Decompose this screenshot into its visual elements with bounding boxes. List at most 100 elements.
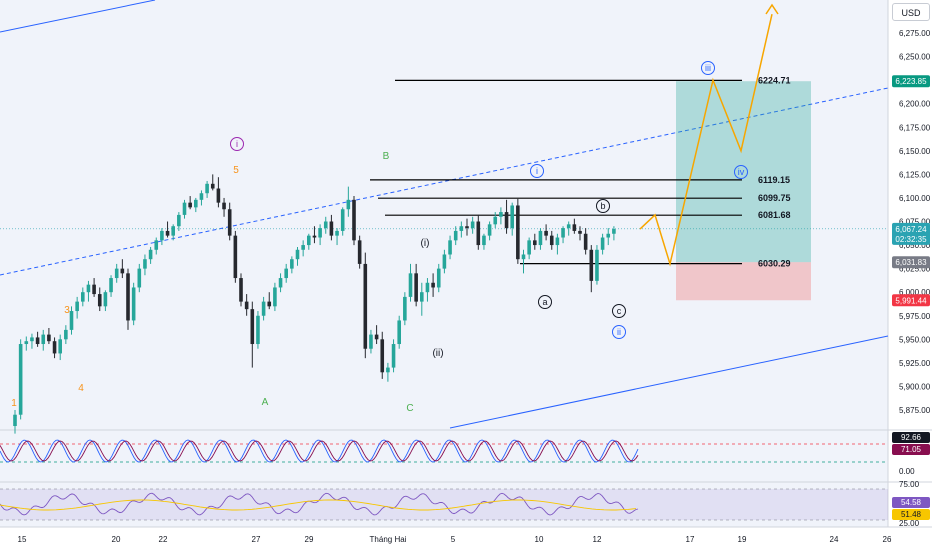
candle-body — [589, 249, 594, 281]
candle-body — [52, 341, 57, 354]
level-label: 6119.15 — [758, 175, 790, 185]
price-tick-label: 6,150.00 — [899, 147, 931, 156]
candle-body — [329, 221, 334, 236]
candle-body — [114, 268, 119, 279]
candle-body — [516, 205, 520, 260]
candle-body — [493, 216, 498, 225]
candle-body — [369, 334, 373, 349]
wave-label: a — [542, 297, 547, 307]
candle-body — [250, 309, 255, 345]
candle-body — [18, 344, 23, 415]
wave-label: 4 — [78, 383, 84, 394]
price-tag-label: 5,991.44 — [895, 296, 927, 305]
candle-body — [510, 205, 514, 229]
wave-label: (i) — [421, 238, 430, 249]
candle-body — [64, 329, 68, 340]
wave-label: c — [617, 306, 622, 316]
candle-body — [566, 224, 571, 229]
candle-body — [448, 240, 452, 255]
candle-body — [606, 233, 611, 238]
trend-line-lower — [449, 335, 889, 429]
candle-body — [165, 230, 170, 236]
wave-label: A — [262, 397, 269, 408]
candle-body — [583, 233, 588, 250]
stoch-value-tag — [892, 432, 930, 443]
time-tick-label: 20 — [112, 535, 121, 544]
candle-body — [323, 221, 328, 229]
stoch-d-line — [0, 440, 639, 462]
candle-body — [386, 367, 390, 373]
candle-body — [69, 311, 74, 330]
candle-body — [476, 221, 481, 246]
candle-body — [561, 228, 565, 238]
price-tick-label: 6,050.00 — [899, 241, 931, 250]
candle-body — [374, 334, 379, 340]
time-tick-label: 26 — [883, 535, 892, 544]
candle-body — [148, 249, 153, 260]
candle-body — [41, 334, 46, 345]
price-tag — [892, 222, 930, 245]
candle-body — [143, 259, 147, 269]
candle-body — [244, 301, 249, 310]
candle-body — [595, 249, 599, 281]
level-label: 6030.29 — [758, 259, 791, 269]
wave-circle — [701, 61, 715, 75]
price-tick-label: 6,100.00 — [899, 194, 931, 203]
candle-body — [453, 230, 458, 241]
stochastic-pane — [0, 430, 888, 482]
rsi-ma-value: 51.48 — [901, 510, 922, 519]
price-tag — [892, 256, 930, 269]
candle-body — [227, 209, 232, 236]
candle-body — [35, 337, 40, 345]
candle-body — [210, 183, 215, 189]
wave-label: 5 — [233, 165, 239, 176]
candle-body — [199, 193, 204, 200]
candle-body — [533, 240, 537, 246]
price-tick-label: 6,125.00 — [899, 170, 931, 179]
candle-body — [239, 278, 243, 302]
candle-body — [222, 202, 226, 210]
candle-body — [120, 268, 125, 274]
candle-body — [267, 301, 272, 307]
wave-label: b — [600, 201, 605, 211]
price-tag — [892, 294, 930, 307]
candle-body — [572, 224, 577, 231]
candle-body — [425, 282, 430, 293]
candle-body — [261, 301, 266, 316]
candle-body — [307, 235, 311, 246]
price-tick-label: 6,075.00 — [899, 218, 931, 227]
candle-body — [408, 273, 413, 297]
time-tick-label: 5 — [451, 535, 456, 544]
candle-body — [154, 240, 159, 250]
candle-body — [340, 209, 345, 231]
candle-body — [216, 188, 221, 203]
time-tick-label: Tháng Hai — [370, 535, 407, 544]
candle-body — [290, 259, 294, 269]
candle-body — [352, 199, 356, 241]
currency-selector[interactable]: USD — [892, 3, 930, 21]
candle-body — [578, 230, 582, 234]
wave-circle — [230, 137, 244, 151]
rsi-tick-label: 75.00 — [899, 480, 920, 489]
price-tick-label: 6,000.00 — [899, 288, 931, 297]
rsi-value-tag — [892, 497, 930, 508]
wave-circle — [538, 295, 552, 309]
rsi-band — [0, 489, 888, 520]
candle-body — [194, 199, 198, 208]
candle-body — [380, 339, 385, 373]
wave-label: B — [383, 151, 390, 162]
rsi-tick-label: 25.00 — [899, 519, 920, 528]
time-tick-label: 10 — [535, 535, 544, 544]
candle-body — [442, 254, 447, 269]
candle-body — [318, 228, 322, 238]
candle-body — [103, 292, 108, 307]
wave-label: iv — [738, 167, 745, 177]
candle-body — [58, 339, 62, 354]
candle-body — [177, 214, 181, 227]
candle-body — [459, 226, 464, 231]
candle-body — [420, 292, 424, 302]
time-tick-label: 15 — [18, 535, 27, 544]
candle-body — [555, 237, 560, 246]
time-tick-label: 17 — [686, 535, 695, 544]
